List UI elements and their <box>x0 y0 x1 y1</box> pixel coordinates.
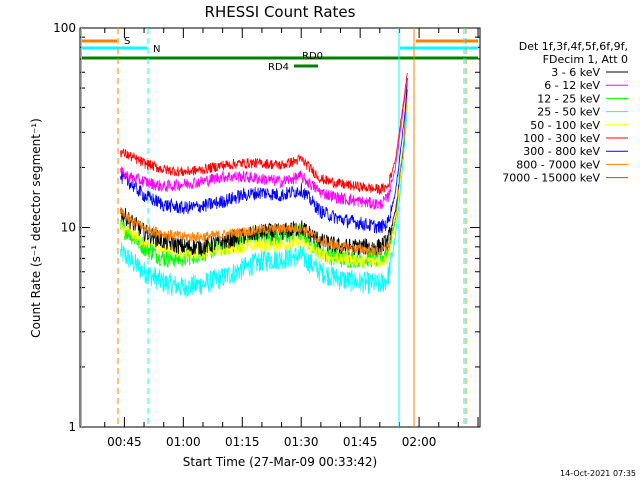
series-line-50-100-kev <box>120 98 408 268</box>
attenuator-and-decimation-markers: S N RD0 RD4 <box>81 28 478 427</box>
legend-header-line-1: Det 1f,3f,4f,5f,6f,9f, <box>519 40 628 53</box>
attenuator-label-n: N <box>153 44 160 55</box>
y-axis-label: Count Rate (s⁻¹ detector segment⁻¹) <box>29 118 43 338</box>
decimation-label-rd4: RD4 <box>268 62 289 73</box>
footer-timestamp: 14-Oct-2021 07:35 <box>560 469 636 478</box>
legend-label: 50 - 100 keV <box>530 119 600 132</box>
series-lines <box>120 72 408 299</box>
series-line-6-12-kev <box>120 80 408 210</box>
series-line-300-800-kev <box>120 89 408 234</box>
x-tick-label: 01:30 <box>284 435 319 449</box>
legend-label: 100 - 300 keV <box>523 132 600 145</box>
x-tick-label: 00:45 <box>107 435 142 449</box>
legend-label: 25 - 50 keV <box>537 106 600 119</box>
decimation-label-rd0: RD0 <box>302 51 323 62</box>
x-axis-ticks: 00:45 01:00 01:15 01:30 01:45 02:00 <box>104 28 479 449</box>
legend-label: 800 - 7000 keV <box>516 158 600 171</box>
series-line-800-7000-kev <box>120 90 408 256</box>
legend-label: 3 - 6 keV <box>551 66 600 79</box>
chart-title: RHESSI Count Rates <box>205 3 356 21</box>
legend-label: 6 - 12 keV <box>544 79 600 92</box>
y-tick-label: 1 <box>68 420 76 434</box>
legend-header-line-2: FDecim 1, Att 0 <box>543 53 628 66</box>
legend-label: 300 - 800 keV <box>523 145 600 158</box>
x-tick-label: 01:15 <box>225 435 260 449</box>
x-tick-label: 01:00 <box>166 435 201 449</box>
y-tick-label: 100 <box>53 21 76 35</box>
series-line-25-50-kev <box>120 105 408 299</box>
attenuator-label-s: S <box>124 36 130 47</box>
x-axis-label: Start Time (27-Mar-09 00:33:42) <box>183 455 377 469</box>
legend: Det 1f,3f,4f,5f,6f,9f, FDecim 1, Att 0 3… <box>502 40 628 185</box>
series-line-100-300-kev <box>120 72 408 195</box>
x-tick-label: 01:45 <box>343 435 378 449</box>
x-tick-label: 02:00 <box>402 435 437 449</box>
legend-label: 7000 - 15000 keV <box>502 172 600 185</box>
legend-label: 12 - 25 keV <box>537 92 600 105</box>
y-axis-ticks: 1 10 100 <box>53 21 480 434</box>
y-tick-label: 10 <box>61 221 76 235</box>
